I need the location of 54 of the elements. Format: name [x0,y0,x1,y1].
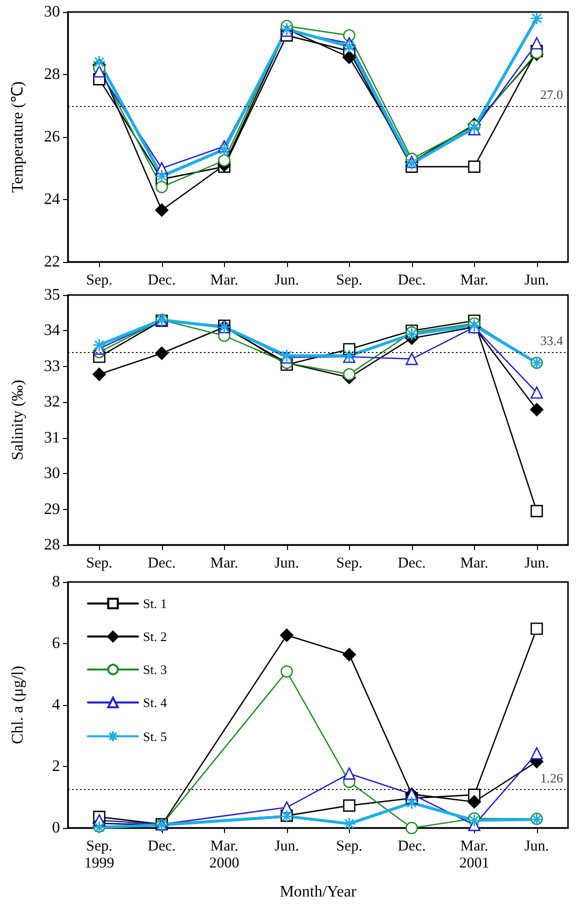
y-tick-label: 2 [52,758,60,775]
ref-line-label: 1.26 [540,770,564,786]
x-tick-label: Sep. [336,272,362,288]
x-tick-label: Jun. [274,838,300,854]
y-tick-label: 4 [52,696,60,714]
y-tick-label: 28 [44,536,60,554]
x-tick-label: Jun. [524,556,550,572]
y-tick-label: 24 [44,191,60,208]
ref-line-label: 27.0 [540,86,563,102]
legend-label: St. 5 [143,728,167,744]
y-tick-label: 34 [44,322,60,340]
y-tick-label: 28 [44,66,60,83]
y-axis-title: Salinity (‰) [10,380,26,460]
x-tick-label: Mar. 2000 [209,838,240,872]
x-tick-label: Dec. [148,556,176,572]
x-tick-label: Mar. [460,556,488,572]
x-tick-label: Jun. [274,272,300,288]
y-tick-label: 29 [44,500,60,518]
x-tick-label: Dec. [398,272,426,288]
x-tick-label: Dec. [148,838,176,854]
y-axis-title: Chl. a (μg/l) [10,666,26,744]
x-tick-label: Sep. [336,556,362,572]
legend-label: St. 3 [143,662,167,677]
x-tick-label: Dec. [398,556,426,572]
y-tick-label: 32 [44,394,60,411]
x-tick-label: Jun. [274,556,300,572]
x-tick-label: Sep. [336,838,362,854]
y-tick-label: 30 [44,465,60,482]
x-tick-label: Mar. [210,272,238,288]
y-tick-label: 31 [44,429,60,446]
x-tick-label: Mar. [460,272,488,288]
legend-label: St. 1 [143,596,167,611]
x-tick-label: Mar. [210,556,238,572]
x-tick-label: Dec. [148,272,176,288]
y-tick-label: 33 [44,358,60,375]
y-tick-label: 0 [52,820,60,836]
x-tick-label: Mar. 2001 [459,838,490,872]
y-tick-label: 30 [44,4,60,20]
y-tick-label: 35 [44,286,60,304]
x-tick-label: Jun. [524,272,550,288]
x-tick-label: Sep. 1999 [84,838,114,872]
x-axis-title: Month/Year [280,884,357,900]
legend-label: St. 2 [143,629,167,644]
x-tick-label: Dec. [398,838,426,854]
x-tick-label: Sep. [86,272,112,288]
y-axis-title: Temperature (℃) [10,81,26,193]
legend-label: St. 4 [143,695,168,710]
ref-line-label: 33.4 [540,333,564,348]
y-tick-label: 26 [44,128,60,146]
x-tick-label: Jun. [524,838,550,854]
y-tick-label: 22 [44,254,60,270]
y-tick-label: 8 [52,574,60,590]
x-tick-label: Sep. [86,556,112,572]
y-tick-label: 6 [52,635,60,652]
